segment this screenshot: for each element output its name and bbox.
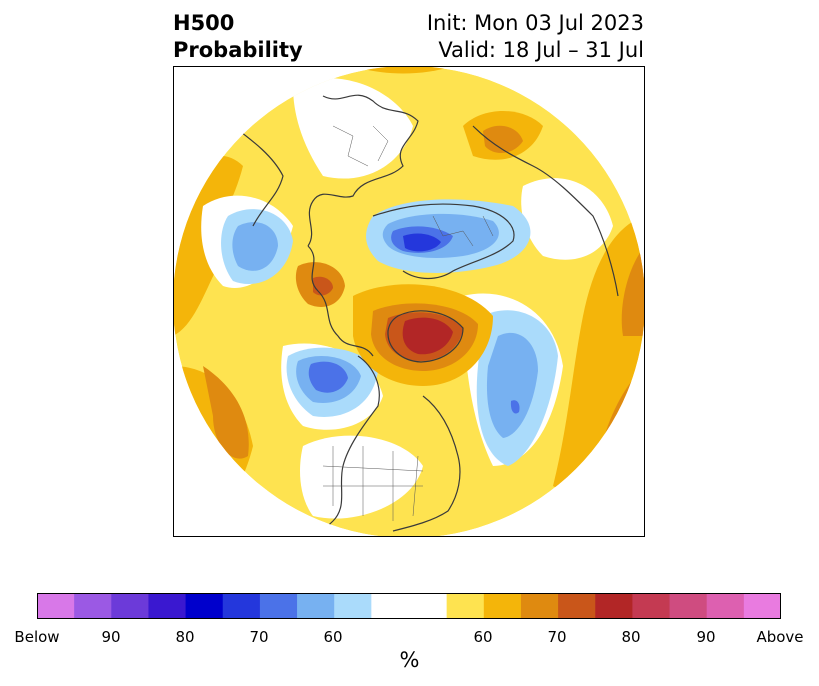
colorbar-tick-label: Below <box>14 628 60 646</box>
colorbar-segment <box>483 593 522 619</box>
field-above-80-center <box>402 317 453 355</box>
field-neutral-north <box>293 78 413 179</box>
colorbar-segment <box>334 593 372 619</box>
colorbar-ticks: Below 90 80 70 60 60 70 80 90 Above <box>0 628 819 648</box>
chart-title-right: Init: Mon 03 Jul 2023 Valid: 18 Jul – 31… <box>427 10 644 64</box>
colorbar-segment <box>632 593 671 619</box>
colorbar-tick-label: 80 <box>175 628 195 646</box>
colorbar-tick-label: 70 <box>547 628 567 646</box>
colorbar-segment <box>446 593 485 619</box>
borders <box>322 125 494 521</box>
colorbar-segment <box>37 593 75 619</box>
field-neutral-northeast <box>521 178 613 260</box>
colorbar-tick-label: 60 <box>473 628 493 646</box>
colorbar-segment <box>148 593 187 619</box>
colorbar-outline <box>37 593 781 619</box>
field-above-70-northeast <box>483 125 523 153</box>
colorbar-segment <box>297 593 335 619</box>
field-above-70-east <box>621 246 645 336</box>
colorbar-tick-label: 80 <box>621 628 641 646</box>
title-variable: H500 <box>173 11 235 35</box>
field-above-70-southwest <box>203 366 249 459</box>
field-below-70-east <box>510 400 520 414</box>
colorbar-segment <box>222 593 261 619</box>
colorbar-segment <box>111 593 149 619</box>
coast-greenland <box>387 310 464 363</box>
colorbar <box>37 593 781 619</box>
init-date: Init: Mon 03 Jul 2023 <box>426 11 644 35</box>
coastlines <box>232 94 619 537</box>
colorbar-segment <box>520 593 559 619</box>
map-border <box>173 66 645 537</box>
colorbar-segment <box>595 593 633 619</box>
coast-africa-north <box>232 125 284 227</box>
field-neutral-south <box>300 435 423 519</box>
field-below-75-north <box>403 233 441 252</box>
valid-range: Valid: 18 Jul – 31 Jul <box>438 38 644 62</box>
coast-north-america-east <box>392 395 461 532</box>
probability-field <box>173 66 645 537</box>
colorbar-segment <box>558 593 596 619</box>
colorbar-tick-label: Above <box>756 628 804 646</box>
colorbar-tick-label: 90 <box>696 628 716 646</box>
colorbar-tick-label: 60 <box>323 628 343 646</box>
colorbar-segment <box>74 593 112 619</box>
coast-russia <box>372 203 515 280</box>
colorbar-segment <box>371 593 448 619</box>
colorbar-tick-label: 70 <box>249 628 269 646</box>
colorbar-unit: % <box>399 648 420 672</box>
colorbar-segment <box>706 593 745 619</box>
colorbar-tick-label: 90 <box>101 628 121 646</box>
borders-lines <box>322 125 494 521</box>
chart-title-left: H500 Probability <box>173 10 303 64</box>
coast-eurasia-north <box>307 94 419 247</box>
colorbar-segment <box>185 593 224 619</box>
field-below-70-southwest <box>308 361 348 393</box>
polar-map <box>173 66 645 537</box>
colorbar-segment <box>743 593 781 619</box>
field-below-65-west <box>232 222 278 271</box>
coast-asia-east <box>472 125 619 297</box>
field-below-65-east <box>486 332 538 438</box>
colorbar-segment <box>259 593 298 619</box>
title-type: Probability <box>173 38 303 62</box>
colorbar-segment <box>669 593 708 619</box>
coast-europe <box>307 245 374 357</box>
